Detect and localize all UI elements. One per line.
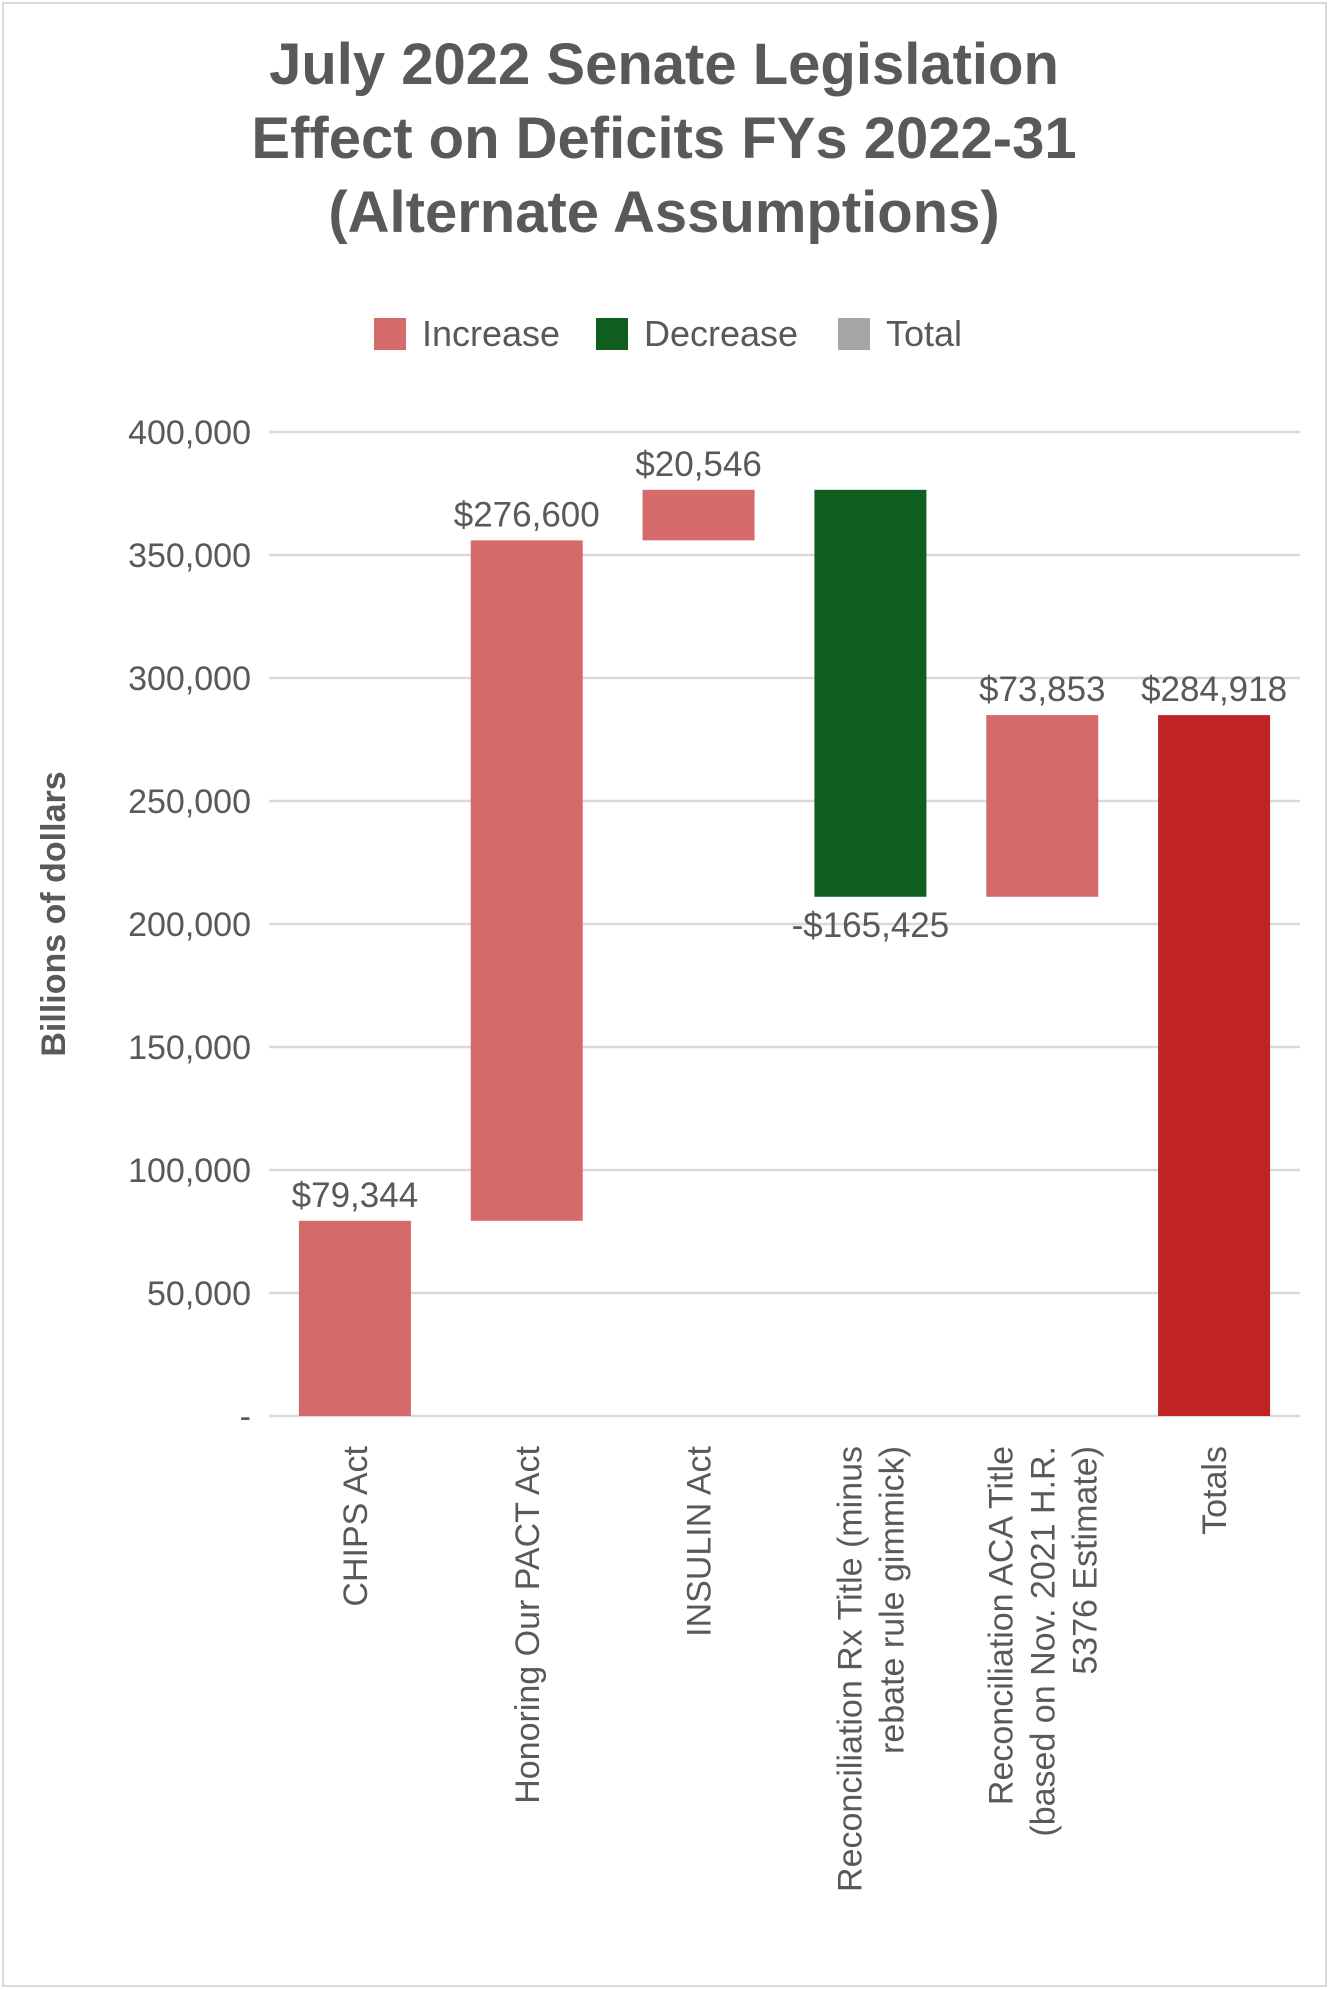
y-tick-label: 100,000	[128, 1152, 251, 1190]
y-tick-label: 400,000	[128, 414, 251, 452]
legend-label: Decrease	[644, 313, 798, 354]
x-category-label: Honoring Our PACT Act	[509, 1445, 547, 1803]
x-category-line: Totals	[1196, 1446, 1234, 1535]
data-label: $276,600	[454, 495, 600, 534]
y-tick-label: 150,000	[128, 1029, 251, 1067]
x-category-line: Honoring Our PACT Act	[509, 1445, 547, 1803]
y-axis-ticks: - 50,000 100,000 150,000 200,000 250,000 300,0…	[128, 414, 251, 1436]
chart-title-line: July 2022 Senate Legislation	[269, 32, 1059, 97]
legend-label: Total	[886, 313, 962, 354]
bars	[298, 489, 1271, 1416]
data-label: $73,853	[979, 670, 1106, 709]
x-category-line: Reconciliation ACA Title	[982, 1446, 1020, 1805]
data-label: $284,918	[1141, 670, 1287, 709]
x-category-line: 5376 Estimate)	[1066, 1446, 1104, 1675]
legend-swatch	[596, 318, 628, 350]
y-tick-label: 300,000	[128, 660, 251, 698]
chart-title-line: Effect on Deficits FYs 2022-31	[251, 106, 1076, 171]
data-label: -$165,425	[792, 906, 950, 945]
legend-label: Increase	[422, 313, 560, 354]
data-label: $79,344	[292, 1176, 419, 1215]
bar-3	[814, 489, 927, 897]
bar-1	[470, 540, 583, 1221]
chart-title: July 2022 Senate Legislation Effect on De…	[251, 32, 1076, 245]
y-tick-label: 50,000	[147, 1275, 251, 1313]
waterfall-chart: July 2022 Senate Legislation Effect on De…	[35, 32, 1300, 1892]
legend-item-total: Total	[838, 313, 962, 354]
data-label: $20,546	[635, 445, 762, 484]
chart-title-line: (Alternate Assumptions)	[328, 180, 999, 245]
legend-swatch	[374, 318, 406, 350]
x-axis-categories: CHIPS Act Honoring Our PACT Act INSULIN Ac…	[337, 1445, 1234, 1891]
bar-4	[986, 715, 1099, 897]
x-category-label: Totals	[1196, 1446, 1234, 1535]
y-tick-label: -	[240, 1398, 251, 1436]
x-category-label: Reconciliation ACA Title (based on Nov. 2…	[982, 1446, 1104, 1837]
x-category-line: CHIPS Act	[337, 1445, 375, 1606]
y-tick-label: 350,000	[128, 537, 251, 575]
bar-5	[1158, 715, 1271, 1416]
x-category-line: INSULIN Act	[681, 1445, 719, 1636]
legend-item-increase: Increase	[374, 313, 560, 354]
bar-2	[642, 489, 755, 541]
x-category-label: INSULIN Act	[681, 1445, 719, 1636]
legend: Increase Decrease Total	[374, 313, 962, 354]
x-category-label: CHIPS Act	[337, 1445, 375, 1606]
y-tick-label: 200,000	[128, 906, 251, 944]
legend-swatch	[838, 318, 870, 350]
x-category-label: Reconciliation Rx Title (minus rebate rul…	[831, 1446, 911, 1892]
x-category-line: Reconciliation Rx Title (minus	[831, 1446, 869, 1892]
x-category-line: rebate rule gimmick)	[873, 1446, 911, 1754]
bar-0	[298, 1220, 411, 1416]
data-labels: $79,344 $276,600 $20,546 -$165,425 $73,853 $2…	[292, 445, 1287, 1215]
y-tick-label: 250,000	[128, 783, 251, 821]
legend-item-decrease: Decrease	[596, 313, 798, 354]
y-axis-label: Billions of dollars	[35, 771, 73, 1056]
gridlines	[269, 430, 1300, 1418]
x-category-line: (based on Nov. 2021 H.R.	[1024, 1446, 1062, 1837]
